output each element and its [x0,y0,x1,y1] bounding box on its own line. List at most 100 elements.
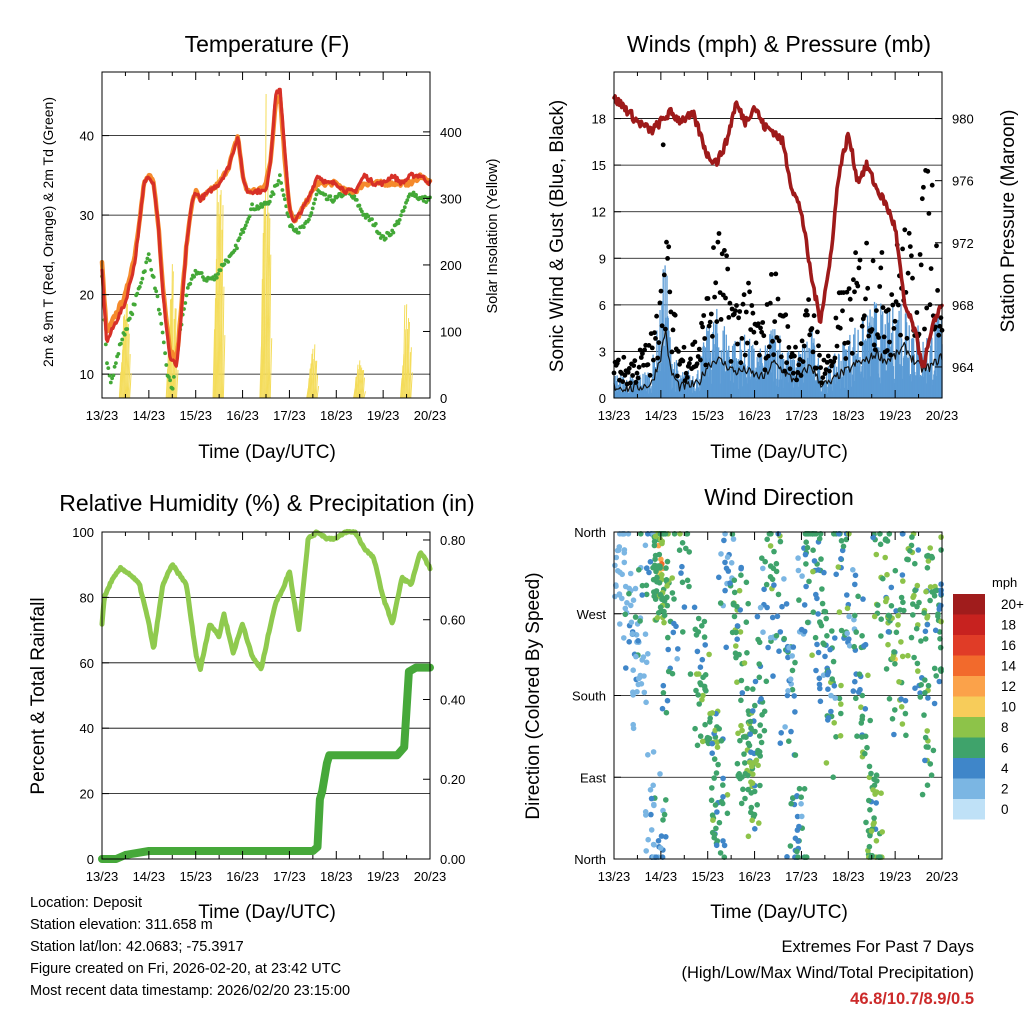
wind-direction-point [748,790,754,796]
wind-direction-point [654,579,660,585]
gust-point [738,360,744,366]
wind-direction-point [701,618,708,625]
gust-point [825,353,831,359]
wind-direction-point [789,653,795,659]
wind-direction-point [804,619,811,626]
wind-direction-point [745,708,752,714]
y-tick-label: 20 [80,288,94,303]
wind-direction-point [862,750,868,757]
wind-direction-point [664,602,671,609]
wind-direction-point [931,665,938,672]
gust-point [773,271,779,277]
y2-tick-label: 964 [952,360,974,375]
gust-point [874,308,879,313]
gust-point [657,300,663,306]
wind-direction-point [657,536,664,542]
humidity-panel: Relative Humidity (%) & Precipitation (i… [28,490,475,923]
dewpoint-point [352,194,357,199]
wind-direction-point [655,610,662,616]
wind-direction-point [659,572,665,578]
wind-direction-point [885,612,892,619]
gust-point [726,315,732,320]
wind-direction-point [661,608,667,615]
insolation-spike [216,202,219,399]
dewpoint-point [132,302,137,307]
insolation-spike [357,360,361,399]
gust-point [918,262,924,268]
dewpoint-point [357,203,362,208]
wind-direction-point [821,569,827,576]
gust-point [925,168,931,174]
wind-direction-point [787,676,794,682]
insolation-spike [212,329,216,399]
gust-point [790,370,796,376]
legend-label: 12 [1001,679,1016,694]
wind-direction-point [665,634,671,641]
gust-point [865,285,871,291]
legend-swatch [953,655,985,676]
gust-point [646,343,652,348]
dewpoint-point [189,277,194,281]
wind-direction-point [659,596,665,603]
dewpoint-point [247,214,252,219]
gust-point [892,318,898,324]
humidity-xlabel: Time (Day/UTC) [198,902,336,923]
wind-direction-point [923,588,929,595]
wind-direction-point [871,815,877,821]
gust-point [630,373,635,378]
wind-direction-point [771,548,777,555]
wind-direction-point [679,579,686,586]
dewpoint-point [156,307,161,312]
wind-direction-point [938,602,944,609]
wind-direction-point [738,572,744,578]
dewpoint-point [309,211,314,215]
gust-point [805,312,810,318]
y2-tick-label: 0.20 [440,772,465,787]
wind-direction-point [652,533,659,540]
dewpoint-point [391,230,396,235]
wind-direction-point [615,568,621,574]
legend-swatch [953,758,985,779]
gust-point [702,336,708,341]
wind-direction-point [838,682,844,689]
gust-point [811,313,817,319]
wind-direction-point [930,747,937,754]
insolation-spike [121,316,125,399]
insolation-spike [313,360,317,399]
wind-direction-point [761,586,767,593]
dewpoint-point [360,209,364,214]
pressure-line [612,94,944,369]
dewpoint-point [226,260,231,264]
wind-direction-point [914,660,921,667]
insolation-spike [315,374,319,399]
wind-direction-point [669,590,676,596]
wind-direction-point [635,638,641,644]
wind-direction-point [643,699,649,706]
wind-direction-point [831,683,838,689]
gust-point [736,315,741,321]
wind-direction-point [775,591,782,598]
winds-ylabel: Sonic Wind & Gust (Blue, Black) [547,100,568,372]
wind-direction-point [794,813,801,820]
wind-direction-point [910,594,916,601]
wind-direction-point [707,719,713,725]
dewpoint-point [235,246,239,251]
gust-point [820,375,826,380]
wind-direction-point [821,641,827,648]
gust-point [640,351,645,356]
wind-direction-point [868,770,874,777]
wind-direction-point [829,676,835,682]
insolation-spike [354,376,357,399]
wind-direction-point [889,716,896,722]
gust-point [649,345,655,351]
x-tick-label: 13/23 [86,869,119,884]
wind-direction-point [859,633,865,639]
wind-direction-point [661,619,667,626]
wind-direction-point [908,634,915,641]
wind-direction-point [803,539,809,545]
gust-point [751,329,757,335]
wind-direction-point [740,734,747,740]
wind-direction-point [779,603,785,610]
wind-direction-point [859,692,866,699]
wind-direction-point [928,772,935,778]
